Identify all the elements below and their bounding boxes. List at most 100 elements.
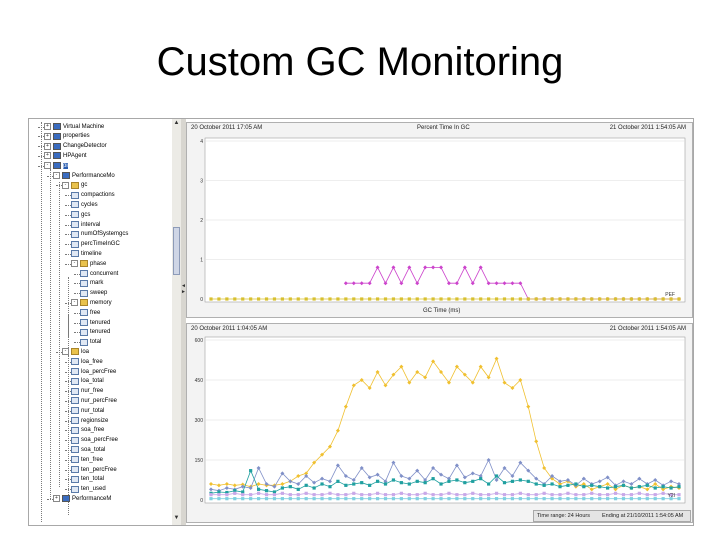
tree-item[interactable]: - PerformanceMo xyxy=(53,171,115,180)
tree-item[interactable]: cycles xyxy=(71,200,98,209)
tree-item[interactable]: soa_percFree xyxy=(71,436,118,445)
data-point xyxy=(589,487,594,492)
scrollbar-thumb[interactable] xyxy=(173,227,180,275)
data-point xyxy=(209,497,213,501)
tree-item-label: soa_free xyxy=(81,427,105,434)
tree-item[interactable]: loa_free xyxy=(71,357,103,366)
data-point xyxy=(486,281,491,286)
tree-item[interactable]: total xyxy=(80,338,101,347)
tree-connector xyxy=(65,489,71,491)
tree-item[interactable]: sweep xyxy=(80,289,107,298)
divider-arrows-icon[interactable]: ◄ ► xyxy=(181,283,186,295)
tree-item[interactable]: - phase xyxy=(71,259,106,268)
tree-item-label: mark xyxy=(90,280,104,287)
expand-icon[interactable]: + xyxy=(44,132,51,140)
tree-item[interactable]: timeline xyxy=(71,249,102,258)
data-point xyxy=(241,493,245,497)
tree-item[interactable]: - memory xyxy=(71,298,112,307)
tree-item[interactable]: nur_total xyxy=(71,406,104,415)
expand-icon[interactable]: + xyxy=(44,142,51,150)
tree-item[interactable]: soa_free xyxy=(71,426,104,435)
data-point xyxy=(296,297,300,301)
tree-item[interactable]: loa_total xyxy=(71,377,104,386)
tree-item[interactable]: + Virtual Machine xyxy=(44,122,104,131)
data-point xyxy=(399,297,403,301)
data-point xyxy=(367,281,372,286)
data-point xyxy=(494,478,499,482)
expand-icon[interactable]: + xyxy=(44,152,51,160)
data-point xyxy=(280,486,284,490)
data-point xyxy=(328,297,332,301)
data-point xyxy=(661,485,665,489)
data-point xyxy=(272,493,277,497)
data-point xyxy=(233,297,237,301)
tree-guide-line xyxy=(68,277,69,337)
tree-item[interactable]: ten_free xyxy=(71,455,103,464)
tree-item[interactable]: nur_free xyxy=(71,387,103,396)
tree-item-label: gcs xyxy=(81,211,91,218)
data-point xyxy=(351,383,356,388)
tree-item[interactable]: tenured xyxy=(80,328,110,337)
tree-item[interactable]: - loa xyxy=(62,347,89,356)
collapse-icon[interactable]: - xyxy=(44,162,51,170)
tree-item[interactable]: free xyxy=(80,308,100,317)
tree-item[interactable]: mark xyxy=(80,279,103,288)
split-pane-divider[interactable]: ◄ ► xyxy=(181,119,186,525)
tree-connector xyxy=(65,391,71,393)
tree-item[interactable]: - pi xyxy=(44,161,68,170)
tree-item[interactable]: - gc xyxy=(62,181,87,190)
collapse-icon[interactable]: - xyxy=(62,181,69,189)
data-point xyxy=(510,386,515,390)
tree-item[interactable]: regionsize xyxy=(71,416,108,425)
collapse-icon[interactable]: - xyxy=(62,348,69,356)
tree-item[interactable]: soa_total xyxy=(71,445,105,454)
tree-item[interactable]: tenured xyxy=(80,318,110,327)
data-point xyxy=(447,497,451,501)
tree-item[interactable]: + PerformanceM xyxy=(53,494,111,503)
collapse-icon[interactable]: - xyxy=(71,299,78,307)
tree-item[interactable]: ten_used xyxy=(71,485,106,494)
data-point xyxy=(645,297,649,301)
data-point xyxy=(471,297,475,301)
tree-item[interactable]: loa_percFree xyxy=(71,367,116,376)
data-point xyxy=(653,478,658,482)
scroll-down-icon[interactable]: ▼ xyxy=(173,515,180,521)
tree-item[interactable]: percTimeInGC xyxy=(71,240,120,249)
tree-item[interactable]: interval xyxy=(71,220,100,229)
data-point xyxy=(462,372,467,377)
data-point xyxy=(582,297,586,301)
data-point xyxy=(510,474,515,478)
collapse-icon[interactable]: - xyxy=(71,260,78,268)
expand-icon[interactable]: + xyxy=(44,123,51,130)
data-point xyxy=(407,482,411,486)
bean-icon xyxy=(53,152,61,160)
tree-item-label: nur_free xyxy=(81,388,104,395)
collapse-icon[interactable]: - xyxy=(53,172,60,179)
tree-guide-line xyxy=(41,122,42,522)
tree-item[interactable]: compactions xyxy=(71,191,115,200)
tree-item[interactable]: + ChangeDetector xyxy=(44,142,107,151)
data-point xyxy=(566,491,570,495)
data-point xyxy=(367,475,372,480)
data-point xyxy=(375,297,380,301)
tree-item[interactable]: + HPAgent xyxy=(44,151,87,160)
tree-item[interactable]: ten_total xyxy=(71,475,104,484)
expand-icon[interactable]: + xyxy=(53,495,60,503)
data-point xyxy=(653,482,658,486)
tree-item[interactable]: ten_percFree xyxy=(71,465,117,474)
tree-connector xyxy=(74,312,80,314)
data-point xyxy=(217,497,221,501)
tree-item[interactable]: numOfSystemgcs xyxy=(71,230,128,239)
scroll-up-icon[interactable]: ▲ xyxy=(173,120,180,126)
data-point xyxy=(526,297,530,301)
tree-item[interactable]: gcs xyxy=(71,210,90,219)
data-point xyxy=(439,497,443,501)
data-point xyxy=(312,480,317,485)
data-point xyxy=(566,483,570,487)
data-point xyxy=(216,483,221,488)
tree-item[interactable]: + properties xyxy=(44,132,90,141)
data-point xyxy=(558,479,563,484)
tree-item[interactable]: concurrent xyxy=(80,269,118,278)
tree-item[interactable]: nur_percFree xyxy=(71,396,117,405)
data-point xyxy=(446,476,451,481)
